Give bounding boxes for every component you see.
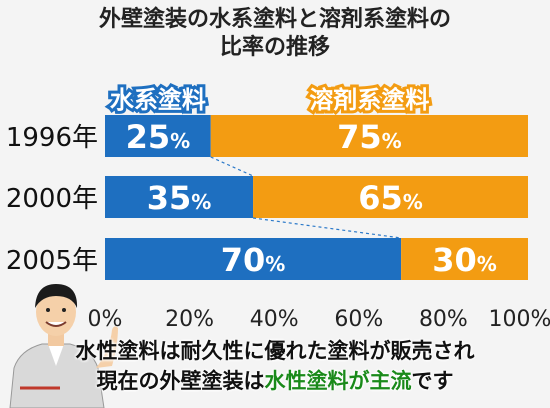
caption: 水性塗料は耐久性に優れた塗料が販売され 現在の外壁塗装は水性塗料が主流です — [0, 336, 550, 396]
data-label-solvent-0: 75% — [337, 118, 402, 156]
data-label-water-1: 35% — [147, 179, 212, 217]
chart-title: 外壁塗装の水系塗料と溶剤系塗料の 比率の推移 — [0, 6, 550, 62]
bar-water-0 — [105, 115, 211, 157]
data-label-water-0: 25% — [126, 118, 191, 156]
connector-line-1 — [252, 217, 402, 239]
x-tick-label-5: 100% — [489, 307, 550, 332]
caption-line2: 現在の外壁塗装は水性塗料が主流です — [0, 366, 550, 396]
worker-illustration-icon — [9, 284, 118, 408]
x-tick-label-2: 40% — [250, 307, 299, 332]
x-tick-label-4: 80% — [419, 307, 468, 332]
category-label-1: 2000年 — [6, 184, 98, 214]
chart-title-line2: 比率の推移 — [219, 35, 330, 60]
legend-label-water: 水系塗料 — [110, 86, 206, 114]
bar-water-1 — [105, 176, 254, 218]
x-tick-label-3: 60% — [334, 307, 383, 332]
category-label-2: 2005年 — [6, 246, 98, 276]
bar-water-2 — [105, 238, 402, 280]
x-tick-label-1: 20% — [165, 307, 214, 332]
connector-line-0 — [210, 156, 254, 177]
caption-line1: 水性塗料は耐久性に優れた塗料が販売され — [75, 339, 475, 363]
data-label-solvent-1: 65% — [358, 179, 423, 217]
caption-line2-pre: 現在の外壁塗装は — [96, 369, 265, 393]
bar-solvent-1 — [253, 176, 529, 218]
data-label-solvent-2: 30% — [432, 241, 497, 279]
chart-title-line1: 外壁塗装の水系塗料と溶剤系塗料の — [98, 7, 451, 32]
category-label-0: 1996年 — [6, 123, 98, 153]
legend-label-solvent: 溶剤系塗料 — [309, 86, 429, 114]
data-label-water-2: 70% — [221, 241, 286, 279]
caption-highlight: 水性塗料が主流 — [264, 369, 412, 393]
bar-solvent-0 — [210, 115, 528, 157]
caption-line2-post: です — [411, 369, 454, 393]
bar-solvent-2 — [401, 238, 528, 280]
